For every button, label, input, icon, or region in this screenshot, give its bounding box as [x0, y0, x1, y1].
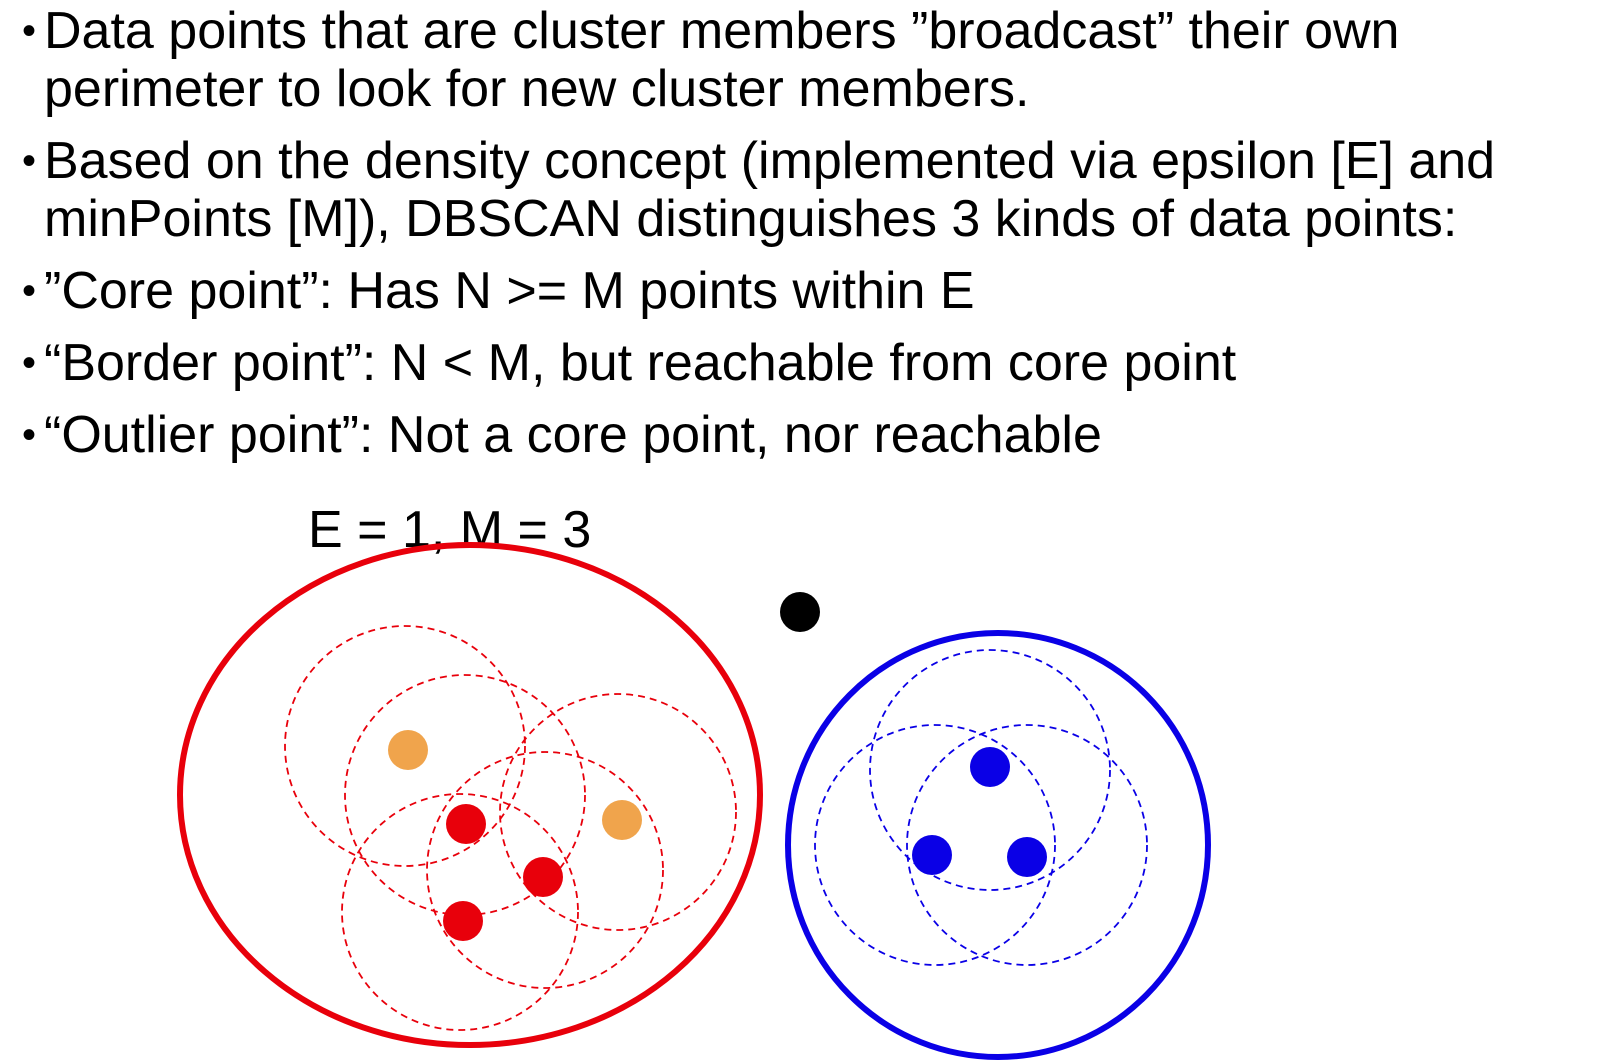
bullet-broadcast: • Data points that are cluster members ”…	[22, 2, 1592, 118]
bullet-dot: •	[22, 341, 37, 385]
core-point	[970, 747, 1010, 787]
diagram-parameters-label: E = 1, M = 3	[308, 501, 592, 559]
epsilon-circle	[344, 674, 586, 916]
bullet-line: perimeter to look for new cluster member…	[44, 60, 1030, 118]
border-point	[388, 730, 428, 770]
border-point	[602, 800, 642, 840]
bullet-line: Data points that are cluster members ”br…	[44, 2, 1400, 60]
blue-cluster-points	[912, 747, 1047, 877]
bullet-dot: •	[22, 413, 37, 457]
core-point	[1007, 837, 1047, 877]
bullet-list: • Data points that are cluster members ”…	[22, 2, 1592, 478]
bullet-core-point: • ”Core point”: Has N >= M points within…	[22, 262, 1592, 320]
bullet-line: “Outlier point”: Not a core point, nor r…	[44, 406, 1102, 464]
core-point	[523, 857, 563, 897]
epsilon-circle	[341, 793, 579, 1031]
red-cluster-boundary	[177, 542, 763, 1048]
bullet-outlier-point: • “Outlier point”: Not a core point, nor…	[22, 406, 1592, 464]
bullet-dot: •	[22, 139, 37, 183]
bullet-dot: •	[22, 9, 37, 53]
red-epsilon-circles	[284, 625, 737, 1031]
core-point	[446, 804, 486, 844]
epsilon-circle	[499, 693, 737, 931]
bullet-line: Based on the density concept (implemente…	[44, 132, 1496, 190]
blue-cluster-boundary	[785, 630, 1211, 1060]
epsilon-circle	[906, 724, 1148, 966]
core-point	[443, 901, 483, 941]
core-point	[912, 835, 952, 875]
red-cluster-points	[388, 730, 642, 941]
bullet-dot: •	[22, 269, 37, 313]
outlier-point	[780, 592, 820, 632]
epsilon-circle	[426, 751, 664, 989]
bullet-line: “Border point”: N < M, but reachable fro…	[44, 334, 1237, 392]
epsilon-circle	[284, 625, 526, 867]
bullet-line: minPoints [M]), DBSCAN distinguishes 3 k…	[44, 190, 1458, 248]
bullet-density-concept: • Based on the density concept (implemen…	[22, 132, 1592, 248]
bullet-line: ”Core point”: Has N >= M points within E	[44, 262, 975, 320]
epsilon-circle	[869, 649, 1111, 891]
blue-epsilon-circles	[814, 649, 1148, 966]
epsilon-circle	[814, 724, 1056, 966]
bullet-border-point: • “Border point”: N < M, but reachable f…	[22, 334, 1592, 392]
